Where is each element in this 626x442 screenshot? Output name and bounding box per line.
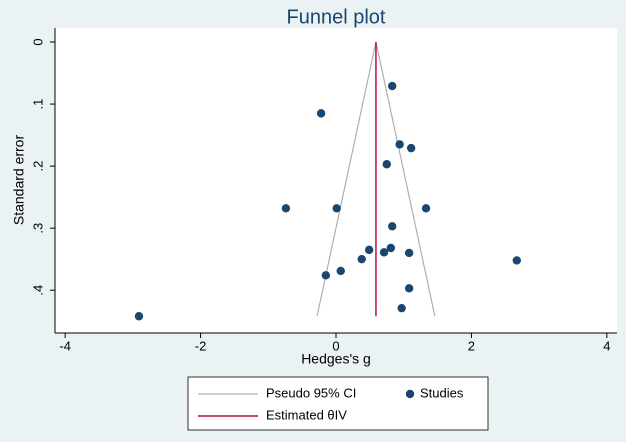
study-point — [316, 109, 326, 118]
y-tick-label: .1 — [30, 99, 45, 110]
study-point — [406, 143, 416, 153]
legend-swatch — [405, 389, 415, 399]
x-axis-label: Hedges's g — [301, 351, 371, 367]
legend-box — [187, 376, 489, 431]
chart-title: Funnel plot — [287, 6, 386, 28]
legend-label: Estimated θIV — [266, 407, 347, 422]
study-point — [321, 271, 331, 280]
study-point — [397, 303, 406, 313]
study-point — [404, 284, 414, 293]
study-point — [395, 140, 404, 149]
study-point — [281, 204, 291, 213]
x-tick-label: 4 — [603, 338, 610, 353]
study-point — [388, 81, 397, 91]
study-point — [379, 248, 389, 257]
x-tick-label: 2 — [468, 338, 475, 353]
y-tick-label: .2 — [30, 161, 45, 172]
legend-label: Pseudo 95% CI — [266, 385, 356, 400]
x-tick-label: -4 — [59, 338, 71, 353]
study-point — [364, 245, 374, 255]
study-point — [512, 256, 521, 265]
study-point — [388, 222, 397, 231]
x-tick-label: -2 — [195, 338, 207, 353]
y-tick-label: .3 — [30, 223, 45, 234]
study-point — [332, 204, 341, 213]
x-tick-label: 0 — [332, 338, 339, 353]
y-tick-label: 0 — [30, 38, 45, 45]
plot-area — [55, 28, 617, 333]
y-axis-label: Standard error — [11, 135, 27, 226]
study-point — [357, 254, 366, 264]
study-point — [336, 266, 345, 276]
study-point — [134, 312, 144, 321]
y-tick-label: .4 — [30, 285, 45, 296]
study-point — [386, 243, 396, 253]
study-point — [404, 248, 414, 258]
study-point — [382, 160, 391, 169]
study-point — [421, 204, 431, 213]
legend-label: Studies — [420, 385, 464, 400]
